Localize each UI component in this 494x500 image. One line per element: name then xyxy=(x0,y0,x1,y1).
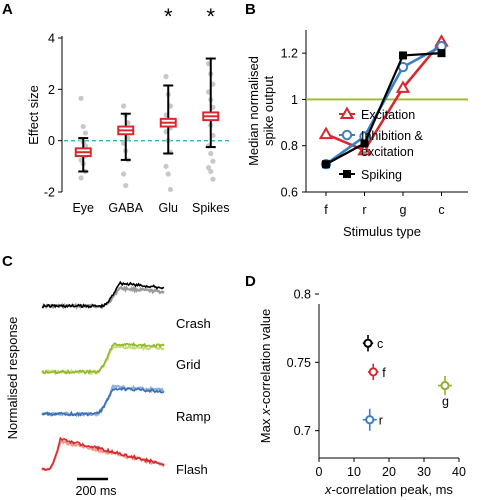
panel-a-data-point xyxy=(123,182,129,189)
panel-c-trace-label: Crash xyxy=(176,316,211,331)
panel-d-y-axis-label-part: Max xyxy=(258,415,273,443)
panel-a-y-tick-label: 2 xyxy=(48,83,55,97)
panel-b-legend-label: excitation xyxy=(361,145,414,159)
panel-b-data-marker xyxy=(399,51,407,60)
panel-d-data-point xyxy=(365,415,375,425)
panel-b-data-marker xyxy=(395,80,411,93)
panel-c-y-axis-label: Normalised response xyxy=(5,317,20,440)
panel-a-x-tick-label: Spikes xyxy=(192,201,230,215)
panel-d-x-tick-label: 0 xyxy=(316,465,323,479)
panel-b-data-marker xyxy=(360,139,369,148)
panel-c-trace-dark xyxy=(41,341,165,375)
panel-d-point-label: r xyxy=(379,414,383,428)
panel-c-trace-light xyxy=(41,384,165,418)
panel-c-trace-light xyxy=(41,285,165,311)
panel-b-y-axis-label: spike output xyxy=(261,76,276,146)
panel-a-data-point xyxy=(80,123,86,130)
panel-d-y-tick-label: 0.8 xyxy=(294,288,311,302)
panel-d-y-tick-label: 0.7 xyxy=(294,424,311,438)
panel-a-y-axis-label: Effect size xyxy=(26,85,41,145)
panel-b-legend-label: Excitation xyxy=(361,108,415,122)
panel-a-data-point xyxy=(78,175,84,181)
panel-a-data-point xyxy=(165,171,171,177)
panel-a-x-tick-label: GABA xyxy=(108,201,143,215)
panel-c-trace-label: Flash xyxy=(176,462,208,477)
panel-d-y-axis-label: Max x-correlation value xyxy=(258,309,273,443)
panel-a-letter: A xyxy=(2,1,13,18)
panel-a-data-point xyxy=(120,171,127,177)
panel-d-data-point xyxy=(440,380,450,391)
panel-a-data-point xyxy=(205,165,212,171)
panel-a-x-tick-label: Glu xyxy=(159,201,179,215)
panel-d-y-axis-label-part: x xyxy=(258,408,273,416)
panel-b-x-tick-label: g xyxy=(400,203,407,217)
panel-a-y-tick-label: -2 xyxy=(44,186,55,200)
panel-d-x-axis-label: x-correlation peak, ms xyxy=(324,482,453,497)
panel-b-y-tick-label: 1.2 xyxy=(281,47,298,61)
panel-b-x-tick-label: f xyxy=(324,203,328,217)
panel-b-data-marker xyxy=(357,142,372,156)
panel-a-data-point xyxy=(210,176,216,182)
panel-b-data-marker xyxy=(322,160,330,169)
panel-b-legend-label: Spiking xyxy=(361,168,402,182)
panel-c-scale-bar-label: 200 ms xyxy=(76,484,117,498)
panel-b-legend-marker xyxy=(343,170,351,178)
panel-d-x-tick-label: 10 xyxy=(347,465,361,479)
panel-c-letter: C xyxy=(2,253,13,270)
panel-a-data-point xyxy=(82,130,89,136)
panel-b-letter: B xyxy=(245,1,256,18)
panel-a-data-point xyxy=(208,168,214,175)
panel-c-trace-light xyxy=(41,343,165,376)
panel-b-legend-label: Inhibition & xyxy=(361,129,424,143)
panel-d-point-label: f xyxy=(382,366,386,380)
panel-a-data-point xyxy=(210,158,216,164)
panel-d-data-point xyxy=(363,338,373,348)
panel-b-x-tick-label: c xyxy=(438,203,444,217)
panel-d-x-axis-label-part: -correlation peak, ms xyxy=(332,482,454,497)
panel-a-y-tick-label: 0 xyxy=(48,134,55,148)
panel-b-y-tick-label: 0.8 xyxy=(281,139,298,153)
panel-c-trace-dark xyxy=(41,436,165,471)
panel-d-x-tick-label: 20 xyxy=(382,465,396,479)
panel-a-data-point xyxy=(120,103,127,109)
panel-a-data-point xyxy=(167,186,174,193)
panel-d-y-axis-label-part: -correlation value xyxy=(258,309,273,409)
panel-b-data-marker xyxy=(437,49,446,58)
panel-a-y-tick-label: 4 xyxy=(48,32,55,46)
panel-d-point-label: g xyxy=(442,395,449,409)
panel-a-x-tick-label: Eye xyxy=(72,201,94,215)
panel-b-legend-marker xyxy=(341,129,353,141)
panel-d-x-axis-label-part: x xyxy=(324,482,332,497)
panel-b-y-tick-label: 1 xyxy=(291,93,298,107)
panel-a-data-point xyxy=(78,95,84,101)
panel-a-significance-star: * xyxy=(206,4,215,29)
panel-d-letter: D xyxy=(245,273,256,290)
panel-a-data-point xyxy=(163,163,169,169)
panel-b-y-axis-label: Median normalised xyxy=(246,56,261,166)
panel-a-data-point xyxy=(208,150,214,157)
panel-b-data-marker xyxy=(318,126,334,140)
panel-d-y-tick-label: 0.75 xyxy=(287,356,311,370)
panel-b-legend-marker xyxy=(339,106,355,119)
panel-d-point-label: c xyxy=(377,337,383,351)
panel-b-series-line xyxy=(325,40,443,152)
panel-c-trace-dark xyxy=(41,386,165,417)
panel-a-significance-star: * xyxy=(164,4,173,29)
panel-b-y-tick-label: 0.6 xyxy=(281,186,298,200)
panel-c-trace-light xyxy=(41,439,165,472)
panel-c-trace-label: Ramp xyxy=(176,409,211,424)
panel-c-trace-label: Grid xyxy=(176,357,201,372)
panel-b-data-marker xyxy=(436,41,447,52)
panel-b-x-axis-label: Stimulus type xyxy=(343,224,421,239)
panel-a-data-point xyxy=(163,73,169,80)
panel-b-series-line xyxy=(325,52,442,166)
panel-d-x-tick-label: 30 xyxy=(417,465,431,479)
panel-d-data-point xyxy=(368,367,378,377)
panel-b-x-tick-label: r xyxy=(362,203,366,217)
panel-d-x-tick-label: 40 xyxy=(452,465,466,479)
panel-c-trace-dark xyxy=(41,280,165,309)
